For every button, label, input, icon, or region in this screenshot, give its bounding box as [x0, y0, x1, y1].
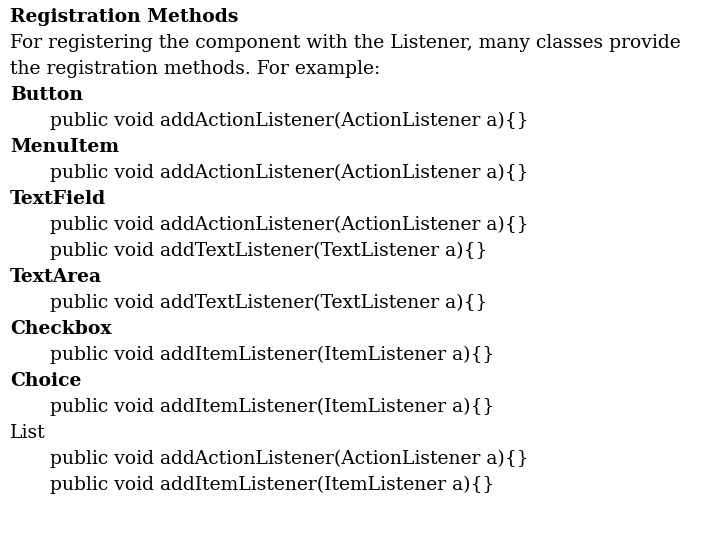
Text: Button: Button — [10, 86, 83, 104]
Text: TextField: TextField — [10, 190, 107, 208]
Text: public void addItemListener(ItemListener a){}: public void addItemListener(ItemListener… — [50, 398, 495, 416]
Text: the registration methods. For example:: the registration methods. For example: — [10, 60, 380, 78]
Text: Registration Methods: Registration Methods — [10, 8, 238, 26]
Text: public void addItemListener(ItemListener a){}: public void addItemListener(ItemListener… — [50, 476, 495, 494]
Text: For registering the component with the Listener, many classes provide: For registering the component with the L… — [10, 34, 680, 52]
Text: Choice: Choice — [10, 372, 81, 390]
Text: public void addTextListener(TextListener a){}: public void addTextListener(TextListener… — [50, 294, 487, 312]
Text: public void addTextListener(TextListener a){}: public void addTextListener(TextListener… — [50, 242, 487, 260]
Text: TextArea: TextArea — [10, 268, 102, 286]
Text: List: List — [10, 424, 45, 442]
Text: Checkbox: Checkbox — [10, 320, 112, 338]
Text: public void addActionListener(ActionListener a){}: public void addActionListener(ActionList… — [50, 216, 528, 234]
Text: MenuItem: MenuItem — [10, 138, 119, 156]
Text: public void addItemListener(ItemListener a){}: public void addItemListener(ItemListener… — [50, 346, 495, 364]
Text: public void addActionListener(ActionListener a){}: public void addActionListener(ActionList… — [50, 450, 528, 468]
Text: public void addActionListener(ActionListener a){}: public void addActionListener(ActionList… — [50, 164, 528, 183]
Text: public void addActionListener(ActionListener a){}: public void addActionListener(ActionList… — [50, 112, 528, 130]
